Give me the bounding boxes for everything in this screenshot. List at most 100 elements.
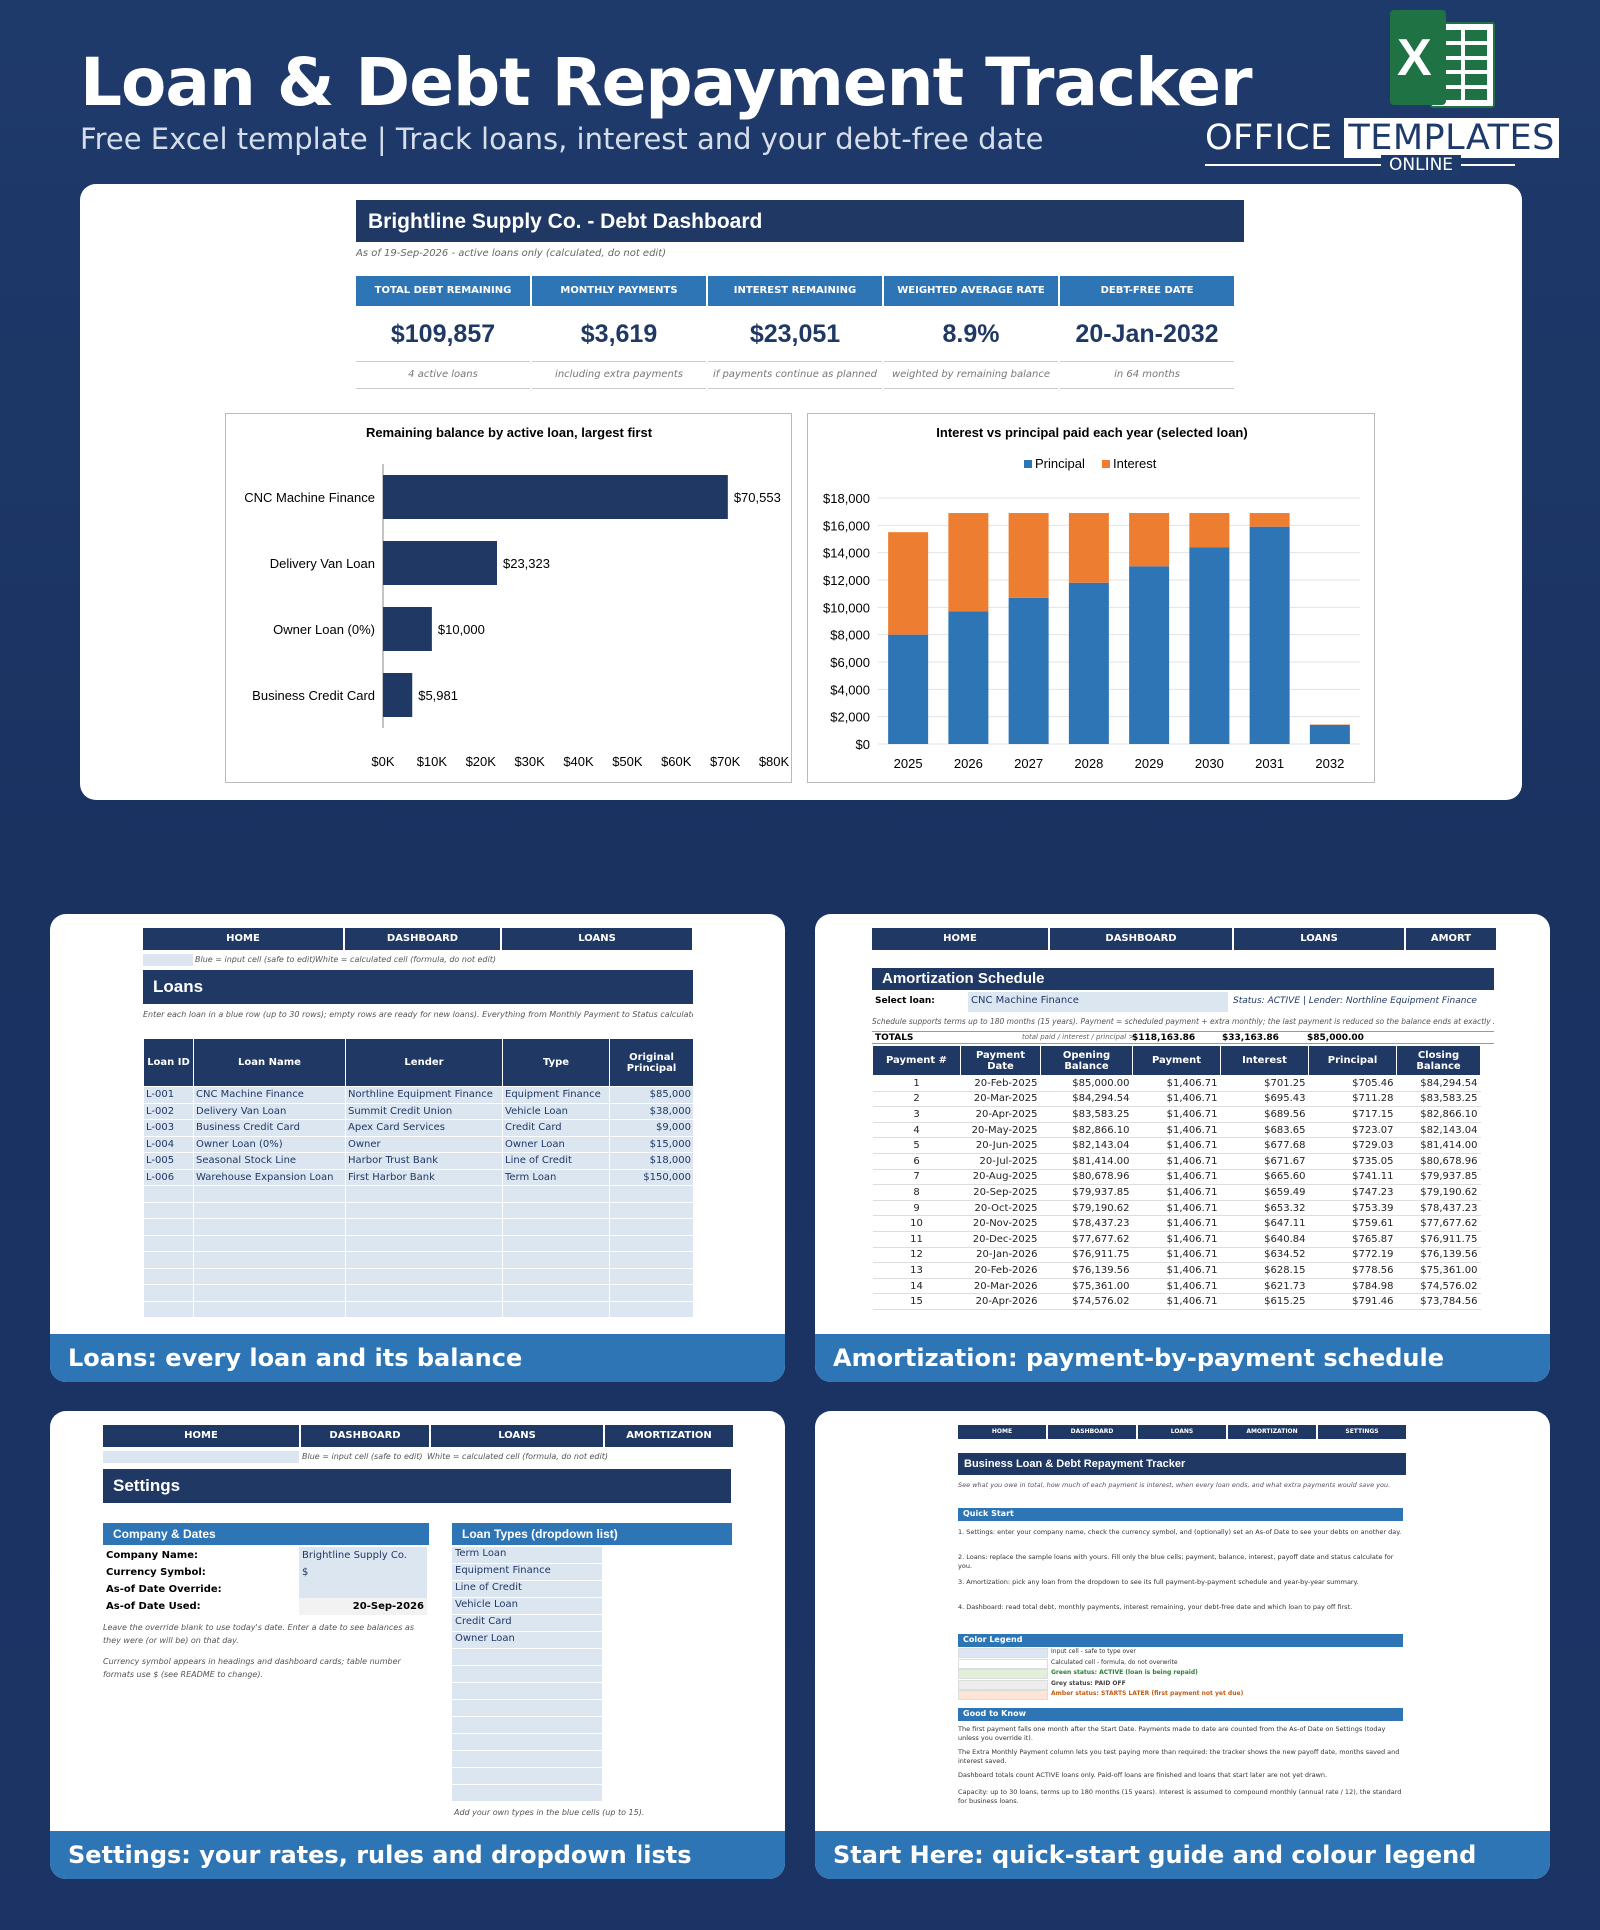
table-cell[interactable]	[193, 1201, 346, 1219]
table-cell[interactable]: Summit Credit Union	[345, 1102, 503, 1120]
loan-type-cell[interactable]: Term Loan	[452, 1547, 602, 1564]
settings-value[interactable]: $	[299, 1564, 427, 1581]
table-cell[interactable]	[502, 1267, 610, 1285]
table-cell[interactable]	[502, 1300, 610, 1318]
table-cell[interactable]: Harbor Trust Bank	[345, 1152, 503, 1170]
table-cell[interactable]	[345, 1300, 503, 1318]
table-cell[interactable]: Term Loan	[502, 1168, 610, 1186]
nav-tab-home[interactable]: HOME	[872, 928, 1048, 950]
table-cell[interactable]: $150,000	[609, 1168, 694, 1186]
loan-type-cell[interactable]: Credit Card	[452, 1615, 602, 1632]
table-cell[interactable]	[502, 1251, 610, 1269]
table-cell[interactable]	[502, 1284, 610, 1302]
table-cell[interactable]	[345, 1251, 503, 1269]
table-cell[interactable]: $18,000	[609, 1152, 694, 1170]
table-cell[interactable]: Delivery Van Loan	[193, 1102, 346, 1120]
nav-tab-amortization[interactable]: AMORTIZATION	[605, 1425, 733, 1447]
table-cell[interactable]	[143, 1300, 194, 1318]
table-cell[interactable]	[345, 1267, 503, 1285]
nav-tab-loans[interactable]: LOANS	[1138, 1425, 1226, 1439]
table-cell[interactable]	[193, 1218, 346, 1236]
table-cell[interactable]	[609, 1218, 694, 1236]
table-cell[interactable]: Owner	[345, 1135, 503, 1153]
table-cell[interactable]	[193, 1284, 346, 1302]
table-cell[interactable]: $38,000	[609, 1102, 694, 1120]
table-cell[interactable]	[609, 1300, 694, 1318]
nav-tab-dashboard[interactable]: DASHBOARD	[1048, 1425, 1136, 1439]
table-cell[interactable]: Owner Loan (0%)	[193, 1135, 346, 1153]
table-cell[interactable]: Business Credit Card	[193, 1119, 346, 1137]
table-cell[interactable]: $9,000	[609, 1119, 694, 1137]
nav-tab-settings[interactable]: SETTINGS	[1318, 1425, 1406, 1439]
table-cell[interactable]	[609, 1251, 694, 1269]
loan-type-cell[interactable]: Owner Loan	[452, 1632, 602, 1649]
table-cell[interactable]	[193, 1234, 346, 1252]
table-cell[interactable]	[143, 1218, 194, 1236]
loan-type-cell[interactable]: Line of Credit	[452, 1581, 602, 1598]
table-cell[interactable]	[143, 1234, 194, 1252]
table-cell[interactable]: Northline Equipment Finance	[345, 1086, 503, 1104]
table-cell[interactable]: L-003	[143, 1119, 194, 1137]
table-cell[interactable]: Warehouse Expansion Loan	[193, 1168, 346, 1186]
table-cell[interactable]: Owner Loan	[502, 1135, 610, 1153]
table-cell[interactable]	[609, 1234, 694, 1252]
loan-type-cell[interactable]	[452, 1785, 602, 1802]
column-header[interactable]: Type	[502, 1038, 610, 1087]
nav-tab-dashboard[interactable]: DASHBOARD	[1050, 928, 1232, 950]
nav-tab-dashboard[interactable]: DASHBOARD	[301, 1425, 429, 1447]
column-header[interactable]: Loan ID	[143, 1038, 194, 1087]
table-cell[interactable]: Line of Credit	[502, 1152, 610, 1170]
table-cell[interactable]	[345, 1284, 503, 1302]
loan-type-cell[interactable]: Vehicle Loan	[452, 1598, 602, 1615]
nav-tab-home[interactable]: HOME	[958, 1425, 1046, 1439]
loan-type-cell[interactable]	[452, 1751, 602, 1768]
table-cell[interactable]	[502, 1234, 610, 1252]
table-cell[interactable]: Seasonal Stock Line	[193, 1152, 346, 1170]
nav-tab-loans[interactable]: LOANS	[1234, 928, 1404, 950]
table-cell[interactable]	[193, 1251, 346, 1269]
nav-tab-loans[interactable]: LOANS	[502, 928, 692, 950]
table-cell[interactable]	[193, 1185, 346, 1203]
nav-tab-loans[interactable]: LOANS	[431, 1425, 603, 1447]
settings-value[interactable]: Brightline Supply Co.	[299, 1547, 427, 1564]
table-cell[interactable]	[609, 1284, 694, 1302]
select-loan-dropdown[interactable]: CNC Machine Finance	[968, 992, 1228, 1012]
table-cell[interactable]	[193, 1267, 346, 1285]
table-cell[interactable]	[502, 1185, 610, 1203]
column-header[interactable]: Original Principal	[609, 1038, 694, 1087]
loan-type-cell[interactable]	[452, 1649, 602, 1666]
table-cell[interactable]	[143, 1267, 194, 1285]
nav-tab-home[interactable]: HOME	[143, 928, 343, 950]
loan-type-cell[interactable]	[452, 1683, 602, 1700]
table-cell[interactable]	[609, 1267, 694, 1285]
column-header[interactable]: Lender	[345, 1038, 503, 1087]
table-cell[interactable]: $85,000	[609, 1086, 694, 1104]
table-cell[interactable]: L-002	[143, 1102, 194, 1120]
loan-type-cell[interactable]: Equipment Finance	[452, 1564, 602, 1581]
table-cell[interactable]	[143, 1185, 194, 1203]
table-cell[interactable]: $15,000	[609, 1135, 694, 1153]
table-cell[interactable]: First Harbor Bank	[345, 1168, 503, 1186]
nav-tab-amort[interactable]: AMORT	[1406, 928, 1496, 950]
table-cell[interactable]	[143, 1284, 194, 1302]
table-cell[interactable]	[143, 1251, 194, 1269]
table-cell[interactable]	[345, 1185, 503, 1203]
table-cell[interactable]: L-005	[143, 1152, 194, 1170]
table-cell[interactable]	[345, 1234, 503, 1252]
table-cell[interactable]: Apex Card Services	[345, 1119, 503, 1137]
table-cell[interactable]	[609, 1201, 694, 1219]
table-cell[interactable]: CNC Machine Finance	[193, 1086, 346, 1104]
loan-type-cell[interactable]	[452, 1734, 602, 1751]
table-cell[interactable]	[143, 1201, 194, 1219]
loan-type-cell[interactable]	[452, 1768, 602, 1785]
column-header[interactable]: Loan Name	[193, 1038, 346, 1087]
loan-type-cell[interactable]	[452, 1700, 602, 1717]
table-cell[interactable]	[345, 1218, 503, 1236]
table-cell[interactable]: L-006	[143, 1168, 194, 1186]
nav-tab-home[interactable]: HOME	[103, 1425, 299, 1447]
table-cell[interactable]: L-004	[143, 1135, 194, 1153]
table-cell[interactable]	[193, 1300, 346, 1318]
settings-value[interactable]	[299, 1581, 427, 1598]
table-cell[interactable]	[502, 1201, 610, 1219]
nav-tab-amortization[interactable]: AMORTIZATION	[1228, 1425, 1316, 1439]
